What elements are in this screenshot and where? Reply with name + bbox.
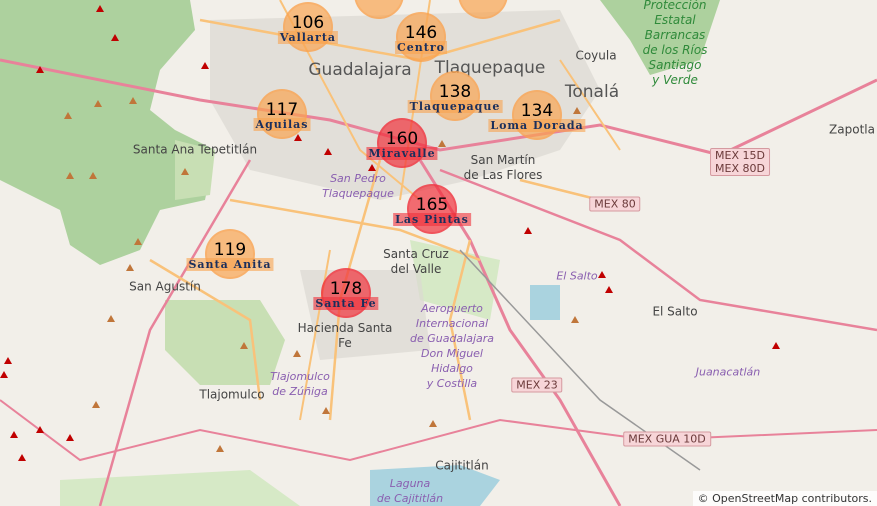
station-marker-vallarta[interactable]: 106 Vallarta [277,2,339,52]
peak-icon [324,148,332,155]
peak-icon [126,264,134,271]
peak-icon [216,445,224,452]
place-label-san-pedro: San Pedro Tlaquepaque [322,172,394,200]
place-label-santa-ana: Santa Ana Tepetitlán [132,142,258,157]
peak-icon [201,62,209,69]
place-label-bosque: Protección Estatal Barrancas de los Ríos San… [642,0,708,87]
peak-icon [89,172,97,179]
peak-icon [598,271,606,278]
peak-icon [10,431,18,438]
peak-icon [294,134,302,141]
station-name: Loma Dorada [488,119,586,132]
peak-icon [429,420,437,427]
water-bodies [370,285,560,506]
peak-icon [524,227,532,234]
place-label-el-salto: El Salto [652,304,698,319]
station-name: Miravalle [366,147,438,160]
place-label-hacienda: Hacienda Santa Fe [297,321,393,350]
peak-icon [134,238,142,245]
station-marker-miravalle[interactable]: 160 Miravalle [366,118,438,168]
peak-icon [605,286,613,293]
station-value: 117 [265,100,299,120]
station-marker-loma-dorada[interactable]: 134 Loma Dorada [488,90,586,140]
station-name: Santa Fe [313,297,379,310]
highway-shield: MEX 80 [589,196,641,212]
station-name: Las Pintas [393,213,471,226]
peak-icon [181,168,189,175]
peak-icon [36,426,44,433]
place-label-guadalajara: Guadalajara [308,60,412,80]
peak-icon [573,107,581,114]
peak-icon [772,342,780,349]
peak-icon [36,66,44,73]
peak-icon [66,434,74,441]
peak-icon [4,357,12,364]
map-attribution[interactable]: © OpenStreetMap contributors. [692,491,877,506]
peak-icon [92,401,100,408]
station-name: Aguilas [253,118,311,131]
station-marker-tlaquepaque[interactable]: 138 Tlaquepaque [407,71,503,121]
peak-icon [111,34,119,41]
peak-icon [368,164,376,171]
place-label-tlajomulco: Tlajomulco [199,387,265,402]
place-label-laguna: Laguna de Cajititlán [376,477,444,505]
station-value: 165 [415,195,449,215]
station-name: Centro [395,41,447,54]
place-label-cajititlan: Cajititlán [435,458,489,473]
place-label-zapotla: Zapotla [829,122,875,137]
station-value: 119 [213,240,247,260]
station-marker-centro[interactable]: 146 Centro [395,12,447,62]
place-label-aeropuerto: Aeropuerto Internacional de Guadalajara Don… [409,302,495,390]
place-label-el-salto-p: El Salto [556,269,598,283]
place-label-san-martin: San Martín de Las Flores [463,153,543,182]
peak-icon [322,407,330,414]
peak-icon [107,315,115,322]
place-label-tlajomulco-z: Tlajomulco de Zúñiga [270,370,330,398]
station-marker-aguilas[interactable]: 117 Aguilas [253,89,311,139]
peak-icon [94,100,102,107]
place-label-san-agustin: San Agustín [129,279,201,294]
station-value: 138 [438,82,472,102]
place-label-tonala: Tonalá [564,82,620,102]
place-label-santa-cruz: Santa Cruz del Valle [383,247,449,276]
station-value: 178 [329,279,363,299]
peak-icon [571,316,579,323]
place-label-coyula: Coyula [575,48,617,63]
station-name: Tlaquepaque [407,100,503,113]
peak-icon [438,140,446,147]
peak-icon [96,5,104,12]
park-areas [0,0,720,506]
highway-shield: MEX 23 [511,377,563,393]
peak-icon [64,112,72,119]
peak-icon [293,350,301,357]
highway-shield: MEX 15D MEX 80D [710,148,770,176]
peak-icon [129,97,137,104]
peak-icon [18,454,26,461]
peak-icon [66,172,74,179]
peak-icon [0,371,8,378]
station-marker-las-pintas[interactable]: 165 Las Pintas [393,184,471,234]
station-value: 106 [291,13,325,33]
station-name: Santa Anita [186,258,274,271]
peak-markers [0,5,780,461]
station-marker-santa-fe[interactable]: 178 Santa Fe [313,268,379,318]
station-marker-santa-anita[interactable]: 119 Santa Anita [186,229,274,279]
station-value: 160 [385,129,419,149]
station-name: Vallarta [277,31,339,44]
peak-icon [240,342,248,349]
station-value: 146 [404,23,438,43]
place-label-juanacatlan: Juanacatlán [695,365,761,379]
highway-shield: MEX GUA 10D [623,431,711,447]
station-value: 134 [520,101,554,121]
